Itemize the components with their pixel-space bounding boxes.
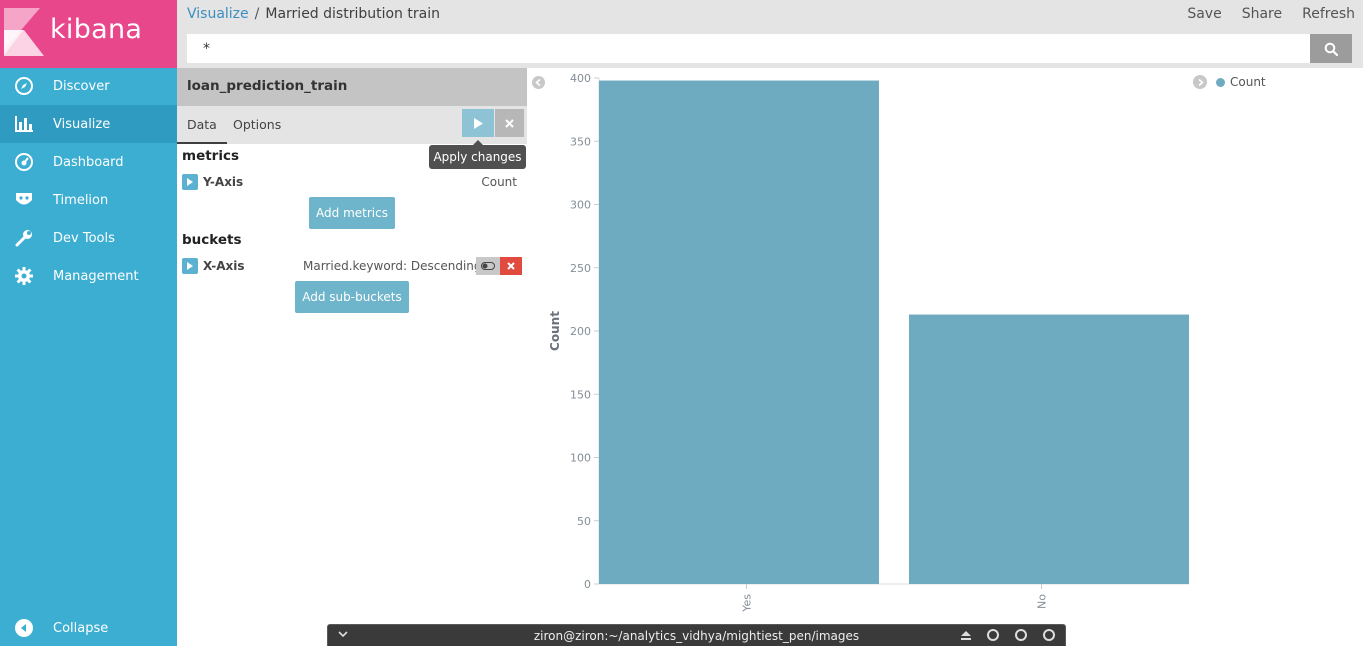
chart-bar[interactable] (599, 80, 879, 584)
sidebar-item-label: Dashboard (53, 154, 124, 170)
play-icon (474, 117, 483, 129)
collapse-arrow-icon (14, 618, 34, 638)
collapse-label: Collapse (53, 620, 109, 636)
sidebar-item-dev-tools[interactable]: Dev Tools (0, 219, 177, 257)
minimize-button[interactable] (987, 629, 999, 641)
sidebar-item-timelion[interactable]: Timelion (0, 181, 177, 219)
sidebar-item-label: Dev Tools (53, 230, 115, 246)
query-input[interactable] (187, 34, 1311, 63)
chevron-down-icon[interactable] (338, 628, 348, 642)
index-pattern-title: loan_prediction_train (177, 68, 527, 106)
timelion-mask-icon (14, 190, 34, 210)
metrics-section-title: metrics (182, 148, 239, 164)
breadcrumb-separator: / (254, 6, 260, 22)
maximize-button[interactable] (1015, 629, 1027, 641)
legend-toggle-button[interactable] (1193, 75, 1207, 89)
tab-data[interactable]: Data (177, 106, 227, 144)
terminal-window-bar[interactable]: ziron@ziron:~/analytics_vidhya/mightiest… (327, 624, 1066, 646)
sidebar-item-label: Visualize (53, 116, 111, 132)
buckets-section-title: buckets (182, 232, 242, 248)
discard-changes-button[interactable] (495, 109, 524, 137)
chevron-right-icon (1197, 78, 1204, 86)
sidebar-collapse-button[interactable]: Collapse (0, 609, 177, 646)
gear-icon (14, 266, 34, 286)
y-tick-label: 400 (570, 72, 591, 85)
chart-bar[interactable] (909, 314, 1189, 584)
caret-right-icon (187, 178, 193, 186)
y-tick-label: 300 (570, 199, 591, 212)
visualization-area: 0 50 100 150 200 250 300 350 400 Count Yes No Count (527, 68, 1363, 646)
breadcrumb: Visualize / Married distribution train (187, 6, 440, 22)
sidebar: kibana Discover Visualize Dashboard Time… (0, 0, 177, 646)
chevron-left-icon (535, 79, 541, 86)
legend-color-dot (1216, 77, 1225, 87)
wrench-icon (14, 228, 34, 248)
y-tick-label: 350 (570, 135, 591, 148)
y-tick-label: 200 (570, 325, 591, 338)
share-button[interactable]: Share (1241, 6, 1283, 22)
close-icon (505, 118, 514, 128)
x-tick-label: Yes (741, 594, 754, 613)
sidebar-item-management[interactable]: Management (0, 257, 177, 295)
y-axis-expand-toggle[interactable] (182, 174, 198, 190)
y-axis-title: Count (548, 311, 562, 351)
sidebar-item-dashboard[interactable]: Dashboard (0, 143, 177, 181)
bar-chart-icon (14, 114, 34, 134)
top-actions: Save Share Refresh (1167, 6, 1355, 22)
x-axis-label[interactable]: X-Axis (203, 259, 245, 273)
bar-chart: 0 50 100 150 200 250 300 350 400 Count Yes No (548, 72, 1189, 613)
y-tick-label: 100 (570, 452, 591, 465)
eject-icon[interactable] (961, 630, 971, 640)
collapse-editor-button[interactable] (532, 76, 545, 89)
editor-tab-bar: Data Options (177, 106, 527, 144)
y-tick-label: 0 (584, 578, 591, 591)
sidebar-item-visualize[interactable]: Visualize (0, 105, 177, 143)
caret-right-icon (187, 262, 193, 270)
y-tick-label: 150 (570, 388, 591, 401)
y-tick-label: 50 (577, 515, 591, 528)
page-title: Married distribution train (265, 6, 440, 22)
compass-icon (14, 76, 34, 96)
apply-changes-button[interactable] (462, 109, 494, 137)
x-axis-expand-toggle[interactable] (182, 258, 198, 274)
y-axis-summary: Count (481, 175, 517, 189)
sidebar-item-discover[interactable]: Discover (0, 67, 177, 105)
top-nav: Visualize / Married distribution train Sav… (177, 0, 1363, 68)
x-tick-label: No (1036, 594, 1049, 609)
terminal-window-controls (961, 629, 1055, 641)
search-icon (1324, 42, 1338, 56)
add-sub-buckets-button[interactable]: Add sub-buckets (295, 281, 409, 313)
toggle-aggregation-button[interactable] (476, 257, 500, 275)
close-icon (507, 262, 515, 270)
vis-editor-sidebar: loan_prediction_train Data Options Apply… (177, 68, 527, 646)
close-button[interactable] (1043, 629, 1055, 641)
legend-label: Count (1230, 75, 1266, 89)
breadcrumb-visualize-link[interactable]: Visualize (187, 6, 249, 22)
sidebar-item-label: Discover (53, 78, 110, 94)
logo-text: kibana (50, 14, 143, 45)
y-tick-label: 250 (570, 262, 591, 275)
legend-item-count[interactable]: Count (1216, 75, 1266, 89)
kibana-logo-icon (4, 8, 44, 56)
sidebar-item-label: Management (53, 268, 139, 284)
kibana-logo[interactable]: kibana (0, 0, 177, 68)
x-axis-summary: Married.keyword: Descending (303, 259, 482, 273)
toggle-icon (481, 262, 495, 270)
sidebar-item-label: Timelion (53, 192, 109, 208)
apply-changes-tooltip: Apply changes (429, 140, 526, 169)
save-button[interactable]: Save (1187, 6, 1222, 22)
add-metrics-button[interactable]: Add metrics (309, 197, 395, 229)
dashboard-gauge-icon (14, 152, 34, 172)
remove-aggregation-button[interactable] (500, 257, 522, 275)
terminal-title: ziron@ziron:~/analytics_vidhya/mightiest… (533, 629, 860, 643)
refresh-button[interactable]: Refresh (1302, 6, 1355, 22)
tab-options[interactable]: Options (233, 117, 282, 132)
y-axis-label[interactable]: Y-Axis (203, 175, 244, 189)
search-button[interactable] (1310, 34, 1352, 63)
